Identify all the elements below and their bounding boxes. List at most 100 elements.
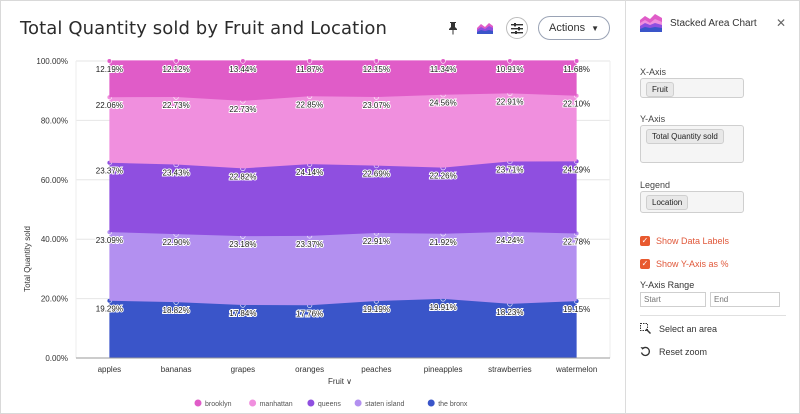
chart-legend: brooklyn manhattan queens staten island the …	[194, 399, 468, 408]
data-label: 19.15%	[563, 305, 590, 314]
show-data-labels-option[interactable]: ✓ Show Data Labels	[640, 236, 729, 246]
legend-swatch	[307, 399, 315, 407]
x-tick-label: grapes	[231, 365, 255, 374]
data-label: 22.73%	[229, 105, 256, 114]
data-label: 22.06%	[96, 101, 123, 110]
data-label: 23.09%	[96, 236, 123, 245]
data-label: 22.85%	[296, 100, 323, 109]
legend-item: staten island	[365, 401, 404, 408]
x-tick-label: bananas	[161, 365, 192, 374]
area-queens	[109, 161, 577, 237]
area-staten-island	[109, 231, 577, 306]
data-label: 22.73%	[163, 101, 190, 110]
data-label: 11.34%	[430, 65, 457, 74]
data-label: 24.24%	[496, 236, 523, 245]
legend-swatch	[249, 399, 257, 407]
y-axis-chip[interactable]: Total Quantity sold	[646, 129, 724, 144]
x-tick-label: apples	[98, 365, 122, 374]
data-label: 23.18%	[229, 240, 256, 249]
legend-swatch	[427, 399, 435, 407]
show-y-percent-option[interactable]: ✓ Show Y-Axis as %	[640, 259, 729, 269]
data-label: 12.19%	[96, 65, 123, 74]
panel-divider-line	[640, 315, 786, 316]
reset-zoom-action[interactable]: Reset zoom	[640, 346, 707, 357]
data-label: 22.78%	[563, 237, 590, 246]
show-data-labels-text: Show Data Labels	[656, 236, 730, 246]
x-tick-label: watermelon	[555, 365, 597, 374]
y-range-start-input[interactable]	[640, 292, 706, 307]
data-label: 12.12%	[163, 65, 190, 74]
actions-button[interactable]: Actions ▼	[538, 16, 610, 40]
x-axis: apples bananas grapes oranges peaches pineapp…	[76, 357, 610, 374]
chart-settings-panel: Stacked Area Chart ✕ X-Axis Fruit Y-Axis…	[626, 0, 800, 414]
legend-dropzone[interactable]: Location	[640, 191, 744, 213]
x-tick-label: peaches	[361, 365, 391, 374]
sliders-glyph	[511, 22, 523, 34]
data-label: 23.37%	[96, 167, 123, 176]
panel-header: Stacked Area Chart	[640, 14, 757, 32]
select-area-text: Select an area	[659, 323, 718, 334]
data-label: 23.43%	[163, 169, 190, 178]
y-range-label: Y-Axis Range	[640, 280, 695, 290]
legend-label: Legend	[640, 180, 671, 190]
y-tick-label: 0.00%	[45, 354, 68, 363]
x-tick-label: pineapples	[424, 365, 463, 374]
y-tick-label: 40.00%	[41, 235, 68, 244]
data-label: 10.91%	[496, 65, 523, 74]
data-label: 24.29%	[563, 165, 590, 174]
data-label: 18.82%	[163, 306, 190, 315]
x-tick-label: strawberries	[488, 365, 532, 374]
legend-item: the bronx	[438, 401, 468, 408]
data-point	[507, 58, 513, 64]
reset-icon	[640, 346, 650, 357]
data-label: 23.07%	[363, 101, 390, 110]
panel-divider	[625, 0, 626, 414]
legend-item: brooklyn	[205, 401, 232, 408]
checkbox-checked-icon[interactable]: ✓	[640, 259, 650, 269]
chart-type-icon[interactable]	[474, 17, 496, 39]
data-label: 21.92%	[430, 238, 457, 247]
data-label: 13.44%	[229, 65, 256, 74]
data-point	[240, 58, 246, 64]
data-label: 12.15%	[363, 65, 390, 74]
data-label: 17.76%	[296, 309, 323, 318]
area-chart-glyph	[477, 23, 493, 34]
y-tick-label: 60.00%	[41, 176, 68, 185]
y-tick-label: 20.00%	[41, 295, 68, 304]
chart-title: Total Quantity sold by Fruit and Locatio…	[20, 18, 388, 39]
area-the-bronx	[109, 298, 577, 358]
data-label: 22.90%	[163, 238, 190, 247]
close-icon[interactable]: ✕	[775, 16, 786, 30]
data-point	[574, 58, 580, 64]
x-axis-chip[interactable]: Fruit	[646, 82, 674, 97]
legend-swatch	[194, 399, 202, 407]
pin-icon[interactable]	[442, 17, 464, 39]
x-axis-dropzone[interactable]: Fruit	[640, 78, 744, 98]
select-area-action[interactable]: Select an area	[640, 323, 717, 334]
stacked-area-chart-icon	[640, 14, 662, 32]
data-label: 23.71%	[496, 165, 523, 174]
data-label: 22.69%	[363, 170, 390, 179]
chart-toolbar: Actions ▼	[442, 16, 610, 40]
checkbox-checked-icon[interactable]: ✓	[640, 236, 650, 246]
legend-chip[interactable]: Location	[646, 195, 689, 210]
legend-item: manhattan	[260, 401, 293, 408]
data-point	[307, 58, 313, 64]
y-axis-dropzone[interactable]: Total Quantity sold	[640, 125, 744, 163]
stacked-area-chart: 19.29% 18.82% 17.84% 17.76% 19.19% 19.91% 18.2…	[23, 57, 611, 408]
chart-areas	[106, 58, 580, 358]
area-brooklyn	[109, 60, 577, 101]
y-range-end-input[interactable]	[710, 292, 780, 307]
area-manhattan	[109, 93, 577, 169]
y-axis: 0.00% 20.00% 40.00% 60.00% 80.00% 100.00%	[36, 57, 68, 363]
data-label: 11.87%	[296, 65, 323, 74]
data-label: 19.29%	[96, 305, 123, 314]
x-axis-title[interactable]: Fruit ∨	[328, 377, 352, 386]
pin-glyph	[449, 22, 457, 35]
data-point	[106, 58, 112, 64]
data-label: 22.91%	[363, 237, 390, 246]
settings-sliders-icon[interactable]	[506, 17, 528, 39]
show-y-percent-text: Show Y-Axis as %	[656, 259, 729, 269]
panel-title: Stacked Area Chart	[670, 17, 757, 29]
data-label: 22.91%	[496, 97, 523, 106]
